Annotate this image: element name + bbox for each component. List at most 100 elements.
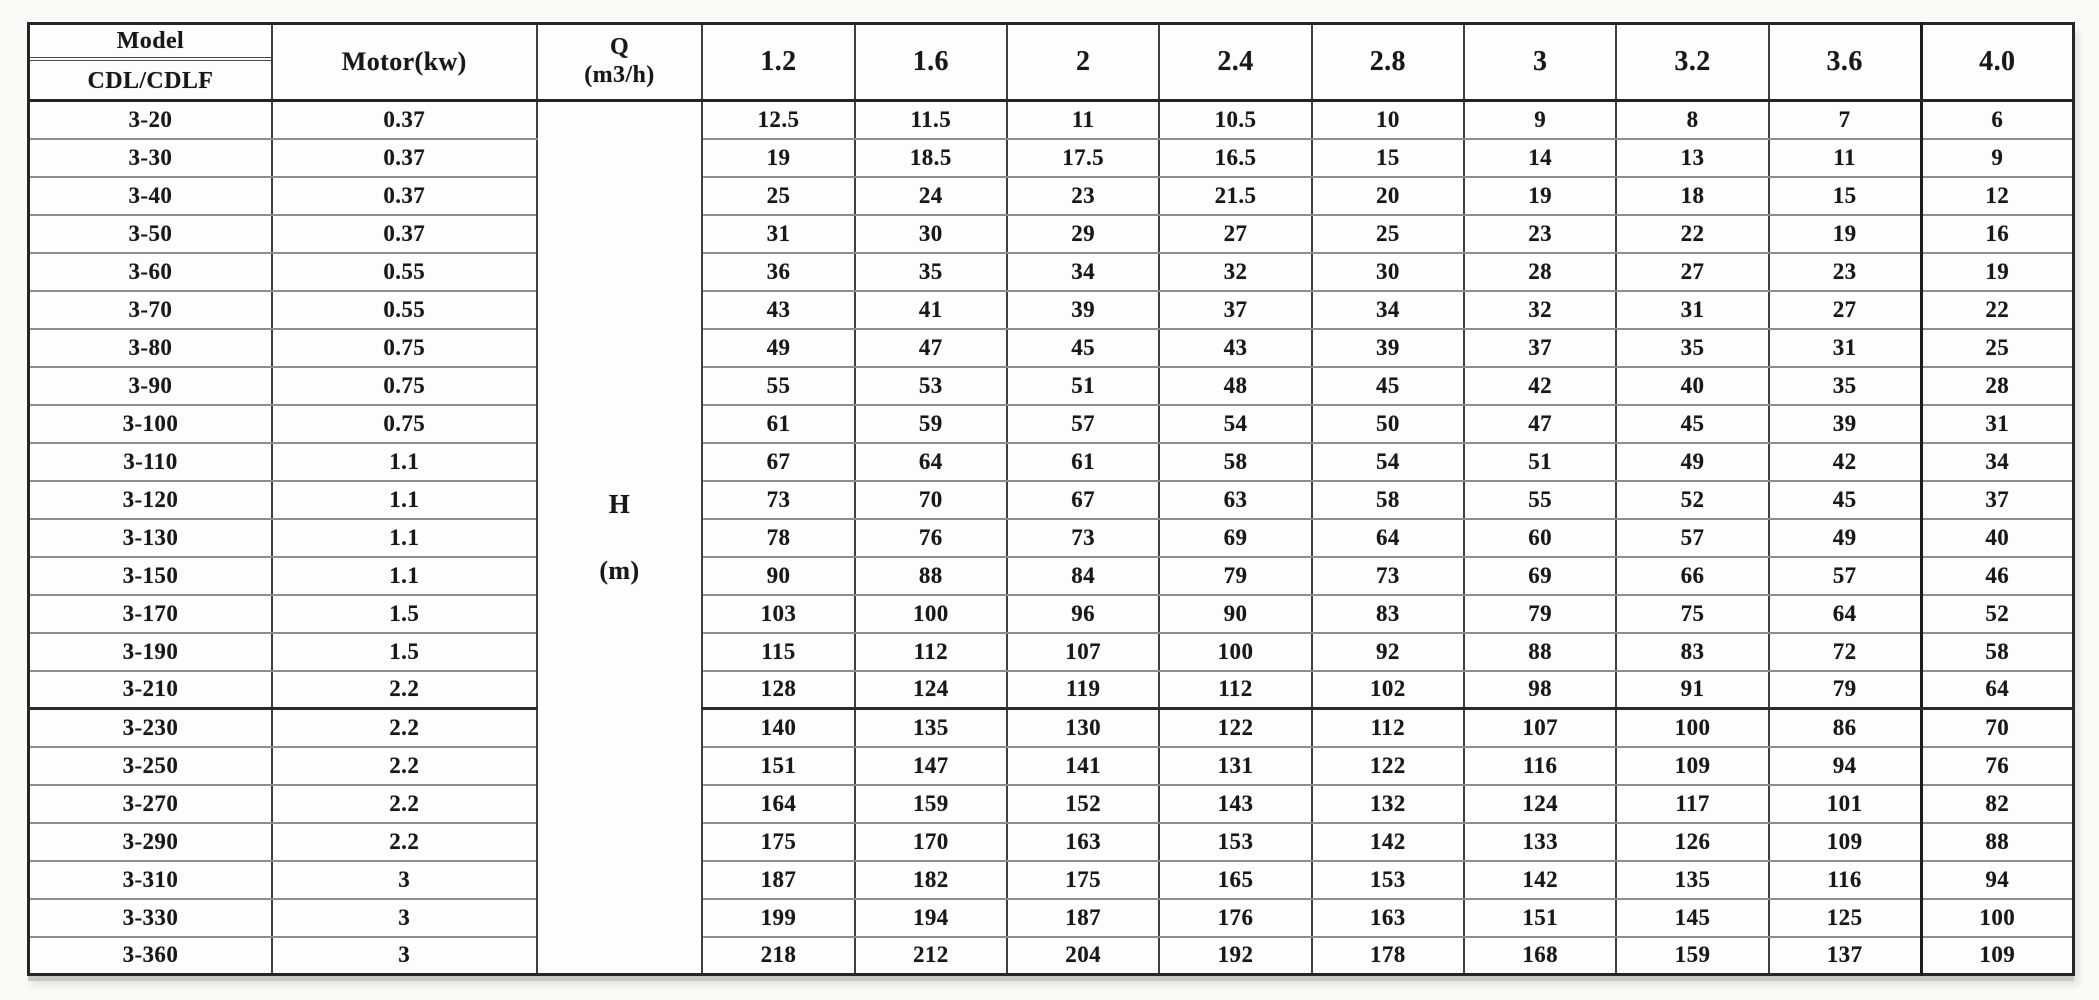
head-value-cell: 20 (1310, 175, 1466, 216)
head-value-cell: 35 (853, 251, 1008, 292)
head-value-cell: 39 (1767, 403, 1923, 444)
head-value-cell: 37 (1158, 289, 1313, 330)
head-value-cell: 69 (1463, 555, 1618, 596)
head-value-cell: 50 (1310, 403, 1466, 444)
head-value-cell: 83 (1310, 593, 1466, 634)
table-row: 3-90 0.75 55 53 51 48 45 42 40 35 28 (27, 365, 2075, 406)
head-value-cell: 163 (1310, 897, 1466, 938)
head-value-cell: 192 (1158, 935, 1313, 976)
motor-power-cell: 1.1 (270, 479, 538, 520)
motor-power-cell: 1.5 (270, 593, 538, 634)
head-value-cell: 70 (1919, 707, 2075, 748)
head-value-cell: 143 (1158, 783, 1313, 824)
head-value-cell: 204 (1005, 935, 1161, 976)
flow-rate-header: 2 (1005, 22, 1161, 102)
head-value-cell: 64 (1767, 593, 1923, 634)
head-value-cell: 64 (1919, 669, 2075, 710)
head-value-cell: 11 (1005, 99, 1161, 140)
head-value-cell: 35 (1767, 365, 1923, 406)
head-value-cell: 72 (1767, 631, 1923, 672)
table-row: 3-50 0.37 31 30 29 27 25 23 22 19 16 (27, 213, 2075, 254)
head-value-cell: 39 (1005, 289, 1161, 330)
flow-rate-header: 3.6 (1767, 22, 1923, 102)
head-value-cell: 28 (1463, 251, 1618, 292)
flow-rate-header: 4.0 (1919, 22, 2075, 102)
head-value-cell: 22 (1615, 213, 1770, 254)
head-value-cell: 51 (1005, 365, 1161, 406)
head-value-cell: 35 (1615, 327, 1770, 368)
head-value-cell: 107 (1463, 707, 1618, 748)
head-value-cell: 39 (1310, 327, 1466, 368)
head-value-cell: 116 (1767, 859, 1923, 900)
head-value-cell: 117 (1615, 783, 1770, 824)
head-value-cell: 70 (853, 479, 1008, 520)
head-value-cell: 94 (1919, 859, 2075, 900)
head-value-cell: 16 (1919, 213, 2075, 254)
head-value-cell: 164 (701, 783, 856, 824)
model-cell: 3-230 (27, 707, 273, 748)
head-value-cell: 84 (1005, 555, 1161, 596)
head-value-cell: 112 (1310, 707, 1466, 748)
head-value-cell: 86 (1767, 707, 1923, 748)
motor-power-cell: 1.1 (270, 517, 538, 558)
head-value-cell: 45 (1767, 479, 1923, 520)
head-value-cell: 78 (701, 517, 856, 558)
head-value-cell: 90 (701, 555, 856, 596)
head-value-cell: 126 (1615, 821, 1770, 862)
head-value-cell: 151 (1463, 897, 1618, 938)
head-value-cell: 34 (1919, 441, 2075, 482)
model-cell: 3-290 (27, 821, 273, 862)
head-value-cell: 140 (701, 707, 856, 748)
head-value-cell: 42 (1463, 365, 1618, 406)
head-value-cell: 23 (1767, 251, 1923, 292)
head-value-cell: 194 (853, 897, 1008, 938)
head-value-cell: 27 (1615, 251, 1770, 292)
head-value-cell: 103 (701, 593, 856, 634)
head-value-cell: 67 (1005, 479, 1161, 520)
head-value-cell: 31 (701, 213, 856, 254)
head-value-cell: 152 (1005, 783, 1161, 824)
head-value-cell: 8 (1615, 99, 1770, 140)
head-value-cell: 176 (1158, 897, 1313, 938)
table-row: 3-330 3 199 194 187 176 163 151 145 125 100 (27, 897, 2075, 938)
head-value-cell: 14 (1463, 137, 1618, 178)
table-row: 3-210 2.2 128 124 119 112 102 98 91 79 64 (27, 669, 2075, 710)
model-cell: 3-60 (27, 251, 273, 292)
head-value-cell: 187 (701, 859, 856, 900)
head-value-cell: 30 (1310, 251, 1466, 292)
model-cell: 3-330 (27, 897, 273, 938)
model-cell: 3-170 (27, 593, 273, 634)
table-row: 3-110 1.1 67 64 61 58 54 51 49 42 34 (27, 441, 2075, 482)
head-value-cell: 79 (1463, 593, 1618, 634)
head-value-cell: 25 (701, 175, 856, 216)
head-value-cell: 142 (1310, 821, 1466, 862)
head-value-cell: 79 (1158, 555, 1313, 596)
head-value-cell: 109 (1919, 935, 2075, 976)
flow-rate-header: 2.4 (1158, 22, 1313, 102)
head-value-cell: 58 (1158, 441, 1313, 482)
head-value-cell: 49 (1615, 441, 1770, 482)
head-value-cell: 100 (853, 593, 1008, 634)
head-value-cell: 21.5 (1158, 175, 1313, 216)
head-value-cell: 18.5 (853, 137, 1008, 178)
head-value-cell: 73 (1310, 555, 1466, 596)
head-value-cell: 22 (1919, 289, 2075, 330)
head-value-cell: 54 (1158, 403, 1313, 444)
head-value-cell: 163 (1005, 821, 1161, 862)
head-value-cell: 137 (1767, 935, 1923, 976)
motor-power-cell: 1.1 (270, 555, 538, 596)
table-row: 3-150 1.1 90 88 84 79 73 69 66 57 46 (27, 555, 2075, 596)
pump-performance-table: Model CDL/CDLF Motor(kw) Q (m3/h) 1.2 1.6… (27, 22, 2075, 976)
table-row: 3-270 2.2 164 159 152 143 132 124 117 101 82 (27, 783, 2075, 824)
head-value-cell: 55 (701, 365, 856, 406)
head-value-cell: 11.5 (853, 99, 1008, 140)
head-value-cell: 53 (853, 365, 1008, 406)
head-value-cell: 122 (1310, 745, 1466, 786)
head-value-cell: 29 (1005, 213, 1161, 254)
head-value-cell: 145 (1615, 897, 1770, 938)
head-value-cell: 25 (1919, 327, 2075, 368)
head-value-cell: 175 (701, 821, 856, 862)
head-value-cell: 130 (1005, 707, 1161, 748)
head-value-cell: 31 (1615, 289, 1770, 330)
